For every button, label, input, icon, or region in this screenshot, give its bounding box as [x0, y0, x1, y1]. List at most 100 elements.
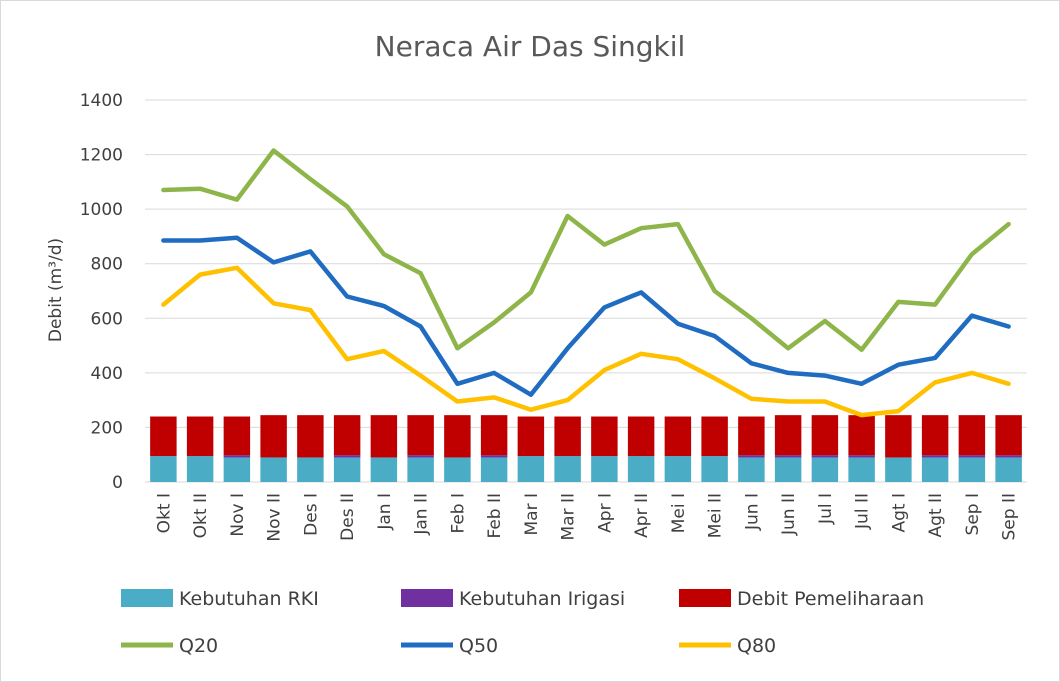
- bar-segment: [150, 416, 177, 457]
- x-tick-label: Jun I: [742, 493, 762, 531]
- bar-segment: [333, 455, 361, 458]
- bar-segment: [738, 455, 765, 458]
- y-tick-label: 200: [91, 418, 123, 438]
- x-tick-label: Des II: [338, 493, 358, 541]
- bar-series: [150, 415, 1022, 482]
- bar-segment: [370, 415, 398, 458]
- bar-segment: [848, 455, 875, 458]
- y-tick-label: 1400: [80, 91, 123, 111]
- bar-segment: [774, 415, 802, 456]
- bar-segment: [186, 416, 214, 457]
- bar-segment: [333, 415, 361, 456]
- bar-segment: [186, 456, 214, 482]
- chart-title: Neraca Air Das Singkil: [375, 30, 686, 63]
- x-tick-label: Feb II: [485, 493, 505, 539]
- bar-segment: [774, 457, 802, 482]
- bar-segment: [480, 415, 508, 456]
- bar-segment: [885, 457, 912, 482]
- bar-segment: [333, 457, 361, 482]
- y-tick-label: 800: [91, 255, 123, 275]
- bar-segment: [297, 457, 324, 482]
- x-tick-label: Nov I: [228, 493, 248, 537]
- x-tick-label: Jan II: [412, 493, 432, 536]
- bar-segment: [297, 415, 324, 458]
- legend-label: Debit Pemeliharaan: [737, 588, 924, 610]
- x-axis-ticks: Okt I Okt II Nov I Nov II Des I Des II Jan I Ja…: [154, 493, 1019, 542]
- bar-segment: [554, 456, 581, 482]
- x-tick-label: Des I: [301, 493, 321, 536]
- x-tick-label: Feb I: [448, 493, 468, 534]
- legend-swatch: [679, 589, 731, 607]
- bar-segment: [958, 457, 986, 482]
- x-tick-label: Mei I: [669, 493, 689, 533]
- x-tick-label: Jun II: [779, 493, 799, 536]
- bar-segment: [480, 455, 508, 458]
- series-line-q20: [161, 148, 1011, 352]
- y-tick-label: 1000: [80, 200, 123, 220]
- y-tick-label: 600: [91, 309, 123, 329]
- bar-segment: [260, 457, 287, 482]
- bar-segment: [738, 416, 765, 456]
- y-tick-label: 400: [91, 364, 123, 384]
- bar-segment: [223, 457, 251, 482]
- bar-segment: [260, 415, 287, 458]
- series-line-q80: [161, 265, 1011, 418]
- x-tick-label: Okt I: [154, 493, 174, 533]
- legend-label: Kebutuhan RKI: [179, 588, 319, 610]
- bar-segment: [738, 457, 765, 482]
- bar-segment: [223, 455, 251, 458]
- legend: Kebutuhan RKI Kebutuhan Irigasi Debit Peme…: [121, 588, 924, 657]
- x-tick-label: Jul II: [853, 493, 873, 530]
- x-tick-label: Jul I: [816, 493, 836, 525]
- bar-segment: [848, 415, 875, 456]
- y-tick-label: 0: [112, 473, 123, 493]
- legend-label: Q50: [459, 635, 498, 657]
- bar-segment: [480, 457, 508, 482]
- bar-segment: [995, 415, 1022, 456]
- bar-segment: [444, 457, 471, 482]
- x-tick-label: Apr II: [632, 493, 652, 538]
- bar-segment: [958, 455, 986, 458]
- bar-segment: [995, 457, 1022, 482]
- bar-segment: [921, 457, 949, 482]
- x-tick-label: Okt II: [191, 493, 211, 538]
- x-tick-label: Apr I: [595, 493, 615, 533]
- bar-segment: [150, 456, 177, 482]
- x-tick-label: Mei II: [706, 493, 726, 538]
- y-tick-label: 1200: [80, 146, 123, 166]
- bar-segment: [517, 456, 545, 482]
- bar-segment: [701, 456, 728, 482]
- bar-segment: [811, 415, 839, 456]
- bar-segment: [701, 416, 728, 457]
- bar-segment: [517, 416, 545, 457]
- x-tick-label: Agt II: [926, 493, 946, 538]
- bar-segment: [370, 457, 398, 482]
- legend-swatch: [121, 589, 173, 607]
- x-tick-label: Jan I: [375, 493, 395, 531]
- bar-segment: [958, 415, 986, 456]
- bar-segment: [627, 416, 655, 457]
- x-tick-label: Sep II: [1000, 493, 1020, 540]
- x-tick-label: Sep I: [963, 493, 983, 535]
- bar-segment: [444, 415, 471, 458]
- bar-segment: [591, 416, 618, 457]
- y-axis-label: Debit (m³/d): [46, 238, 66, 342]
- legend-label: Q80: [737, 635, 776, 657]
- bar-segment: [774, 455, 802, 458]
- bar-segment: [627, 456, 655, 482]
- bar-segment: [407, 415, 434, 456]
- bar-segment: [664, 416, 692, 457]
- x-tick-label: Mar II: [559, 493, 579, 541]
- legend-label: Q20: [179, 635, 218, 657]
- bar-segment: [811, 455, 839, 458]
- bar-segment: [811, 457, 839, 482]
- bar-segment: [591, 456, 618, 482]
- legend-label: Kebutuhan Irigasi: [459, 588, 625, 610]
- bar-segment: [995, 455, 1022, 458]
- x-tick-label: Mar I: [522, 493, 542, 536]
- bar-segment: [554, 416, 581, 457]
- bar-segment: [885, 415, 912, 458]
- line-series: [161, 148, 1011, 418]
